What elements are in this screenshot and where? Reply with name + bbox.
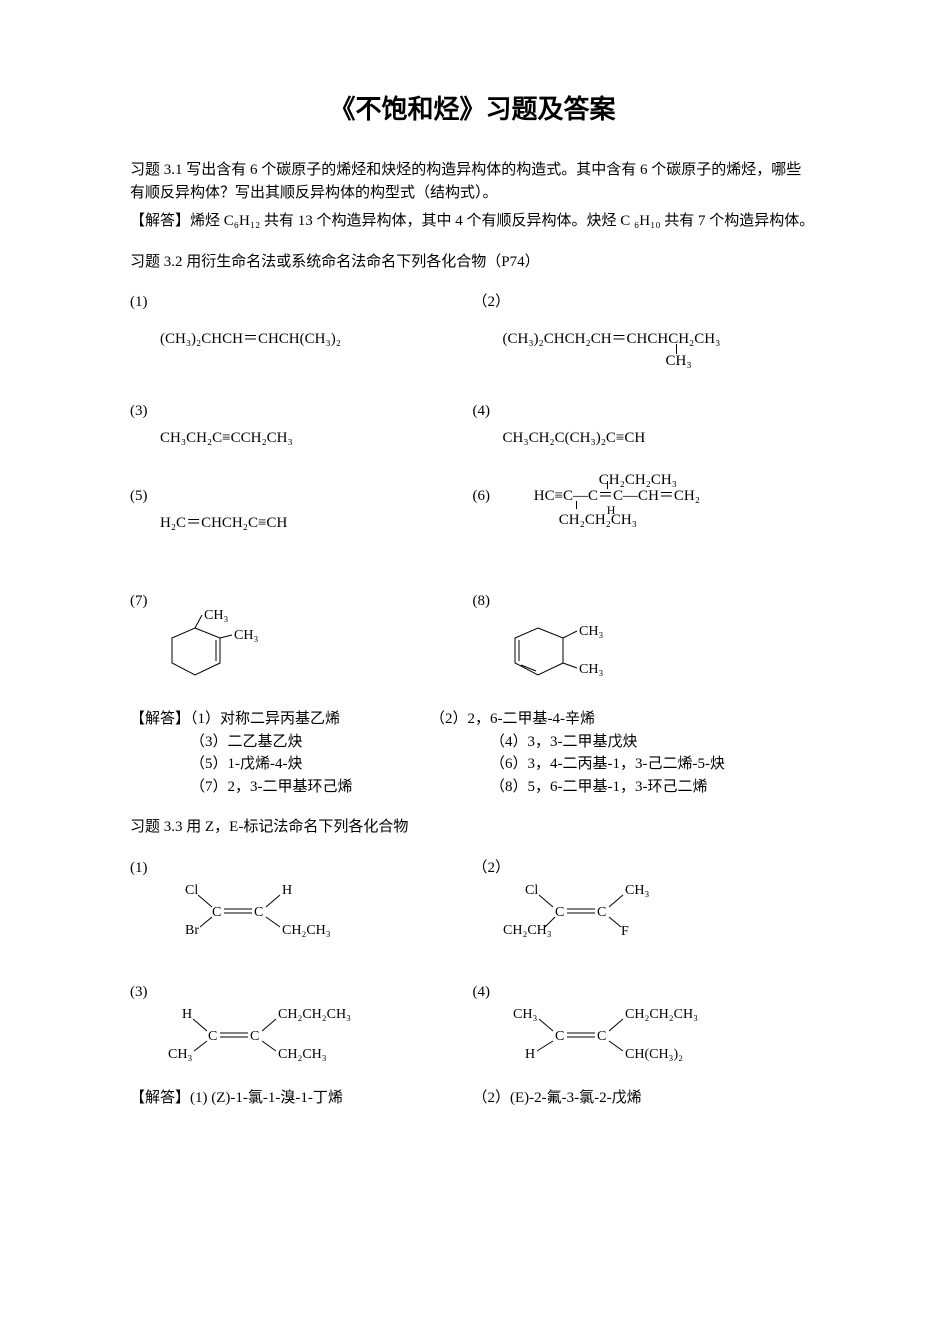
svg-text:C: C bbox=[212, 905, 221, 920]
svg-text:H: H bbox=[182, 1007, 192, 1022]
q33-prompt: 习题 3.3 用 Z，E-标记法命名下列各化合物 bbox=[130, 816, 815, 839]
svg-text:C: C bbox=[208, 1029, 217, 1044]
q32-n4: (4) bbox=[473, 400, 816, 423]
q32-n6: (6) bbox=[473, 485, 491, 508]
q32-struct8: CH₃ CH₃ bbox=[473, 613, 816, 701]
q32-n8: (8) bbox=[473, 590, 816, 613]
q32-f3: CH₃CH₂C≡CCH₂CH₃ bbox=[130, 427, 473, 450]
q32-prompt: 习题 3.2 用衍生命名法或系统命名法命名下列各化合物（P74） bbox=[130, 251, 815, 274]
q33-n3: (3) bbox=[130, 981, 473, 1004]
svg-text:C: C bbox=[597, 1029, 606, 1044]
svg-text:C: C bbox=[597, 905, 606, 920]
q32-n1: (1) bbox=[130, 291, 473, 314]
svg-text:C: C bbox=[555, 1029, 564, 1044]
q33-n1: (1) bbox=[130, 857, 473, 880]
q32-f1: (CH₃)₂CHCH＝CHCH(CH₃)₂ bbox=[130, 328, 473, 351]
q33-struct1: Cl Br C C H CH₂CH₃ bbox=[130, 879, 473, 957]
svg-text:CH₃: CH₃ bbox=[579, 662, 603, 677]
svg-text:C: C bbox=[254, 905, 263, 920]
svg-text:F: F bbox=[621, 924, 629, 939]
svg-text:C: C bbox=[555, 905, 564, 920]
svg-text:CH(CH₃)₂: CH(CH₃)₂ bbox=[625, 1047, 683, 1062]
q33-struct4: CH₃ H C C CH₂CH₂CH₃ CH(CH₃)₂ bbox=[473, 1003, 816, 1081]
q32-f6-top: CH₂CH₂CH₃ bbox=[599, 469, 677, 492]
svg-text:C: C bbox=[250, 1029, 259, 1044]
svg-text:Cl: Cl bbox=[185, 883, 198, 898]
svg-text:CH₃: CH₃ bbox=[513, 1007, 537, 1022]
svg-text:CH₃: CH₃ bbox=[625, 883, 649, 898]
svg-text:CH₂CH₂CH₃: CH₂CH₂CH₃ bbox=[278, 1007, 351, 1022]
svg-text:CH₃: CH₃ bbox=[234, 628, 258, 643]
svg-text:CH₂CH₃: CH₂CH₃ bbox=[282, 923, 331, 938]
q32-n5: (5) bbox=[130, 485, 473, 508]
q32-answers: 【解答】（1）对称二异丙基乙烯 （2）2，6-二甲基-4-辛烯 （3）二乙基乙炔… bbox=[130, 708, 815, 798]
page-title: 《不饱和烃》习题及答案 bbox=[130, 90, 815, 129]
svg-text:CH₃: CH₃ bbox=[204, 608, 228, 623]
q32-f4: CH₃CH₂C(CH₃)₂C≡CH bbox=[473, 427, 816, 450]
svg-text:Cl: Cl bbox=[525, 883, 538, 898]
q31-prompt: 习题 3.1 写出含有 6 个碳原子的烯烃和炔烃的构造异构体的构造式。其中含有 … bbox=[130, 159, 815, 204]
svg-text:CH₂CH₂CH₃: CH₂CH₂CH₃ bbox=[625, 1007, 698, 1022]
q32-f5: H₂C＝CHCH₂C≡CH bbox=[130, 512, 473, 535]
q33-n4: (4) bbox=[473, 981, 816, 1004]
q32-n2: （2） bbox=[473, 291, 816, 314]
svg-text:H: H bbox=[525, 1047, 535, 1062]
q32-f2-branch: CH₃ bbox=[666, 344, 692, 369]
q32-f6-bot: CH₂CH₂CH₃ bbox=[559, 509, 637, 532]
q33-answers: 【解答】(1) (Z)-1-氯-1-溴-1-丁烯 （2）(E)-2-氟-3-氯-… bbox=[130, 1087, 815, 1110]
q33-struct2: Cl CH₂CH₃ C C CH₃ F bbox=[473, 879, 816, 957]
svg-text:Br: Br bbox=[185, 923, 199, 938]
q33-n2: （2） bbox=[473, 857, 816, 880]
svg-text:CH₂CH₃: CH₂CH₃ bbox=[503, 923, 552, 938]
q32-n7: (7) bbox=[130, 590, 473, 613]
svg-text:CH₂CH₃: CH₂CH₃ bbox=[278, 1047, 327, 1062]
q32-n3: (3) bbox=[130, 400, 473, 423]
svg-text:CH₃: CH₃ bbox=[579, 624, 603, 639]
q32-struct7: CH₃ CH₃ bbox=[130, 613, 473, 701]
svg-text:H: H bbox=[282, 883, 292, 898]
q33-struct3: H CH₃ C C CH₂CH₂CH₃ CH₂CH₃ bbox=[130, 1003, 473, 1081]
q31-answer: 【解答】烯烃 C₆H₁₂ 共有 13 个构造异构体，其中 4 个有顺反异构体。炔… bbox=[130, 210, 815, 233]
svg-text:CH₃: CH₃ bbox=[168, 1047, 192, 1062]
